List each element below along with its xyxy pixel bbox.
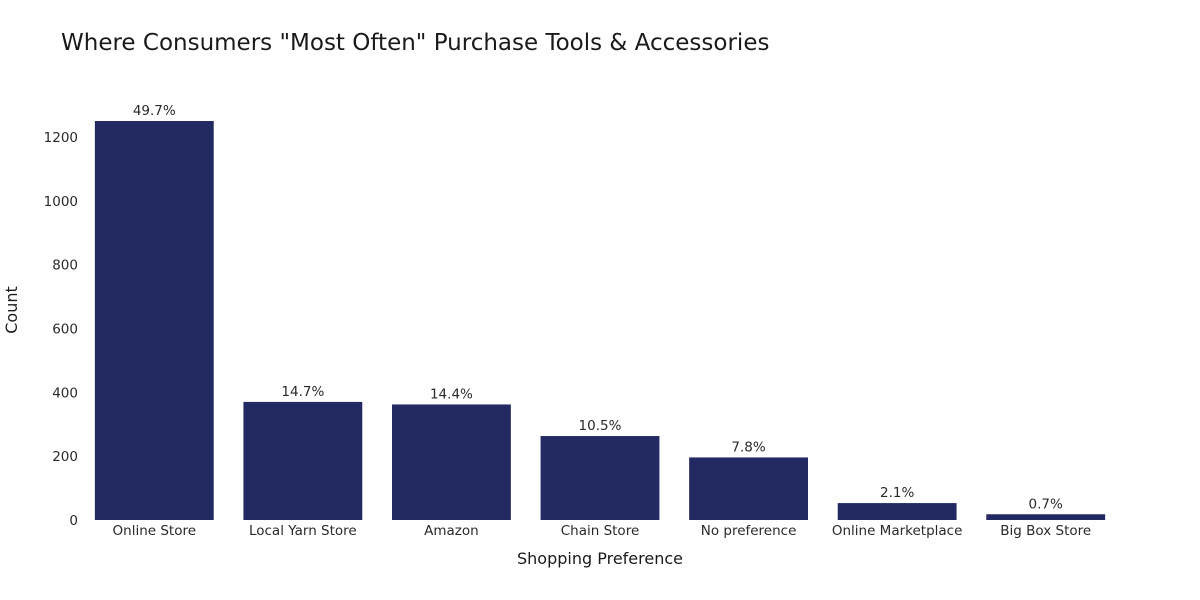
x-tick-label: Amazon: [424, 523, 479, 539]
x-tick-label: Local Yarn Store: [249, 523, 357, 539]
bar: [243, 401, 363, 520]
bar: [689, 457, 808, 520]
bar: [986, 514, 1106, 520]
x-axis-title: Shopping Preference: [517, 549, 683, 568]
y-tick-label: 400: [52, 385, 78, 401]
bar-data-label: 0.7%: [1029, 496, 1063, 512]
x-tick-label: Big Box Store: [1000, 523, 1091, 539]
bar-data-label: 2.1%: [880, 485, 914, 501]
bar: [540, 436, 660, 520]
x-tick-label: No preference: [701, 523, 797, 539]
y-tick-label: 0: [69, 513, 78, 529]
x-tick-label: Chain Store: [561, 523, 640, 539]
x-tick-label: Online Store: [113, 523, 197, 539]
y-axis-ticks: 0 200 400 600 800 1000 1200: [44, 130, 78, 529]
x-axis-ticks: Online Store Local Yarn Store Amazon Chain …: [113, 523, 1092, 539]
bar: [837, 503, 957, 520]
y-tick-label: 1000: [44, 194, 78, 210]
bar-data-label: 14.7%: [281, 384, 324, 400]
bar: [94, 121, 214, 520]
bar-data-label: 14.4%: [430, 386, 473, 402]
bar-data-label: 7.8%: [731, 439, 765, 455]
y-tick-label: 800: [52, 258, 78, 274]
bars: [94, 121, 1106, 520]
bar: [392, 404, 511, 520]
bar-data-label: 10.5%: [579, 418, 622, 434]
bar-data-label: 49.7%: [133, 103, 176, 119]
x-tick-label: Online Marketplace: [832, 523, 963, 539]
bar-data-labels: 49.7% 14.7% 14.4% 10.5% 7.8% 2.1% 0.7%: [133, 103, 1063, 512]
y-tick-label: 200: [52, 449, 78, 465]
y-axis-title: Count: [2, 286, 21, 334]
y-tick-label: 1200: [44, 130, 78, 146]
y-tick-label: 600: [52, 321, 78, 337]
chart-title: Where Consumers "Most Often" Purchase To…: [61, 30, 769, 56]
